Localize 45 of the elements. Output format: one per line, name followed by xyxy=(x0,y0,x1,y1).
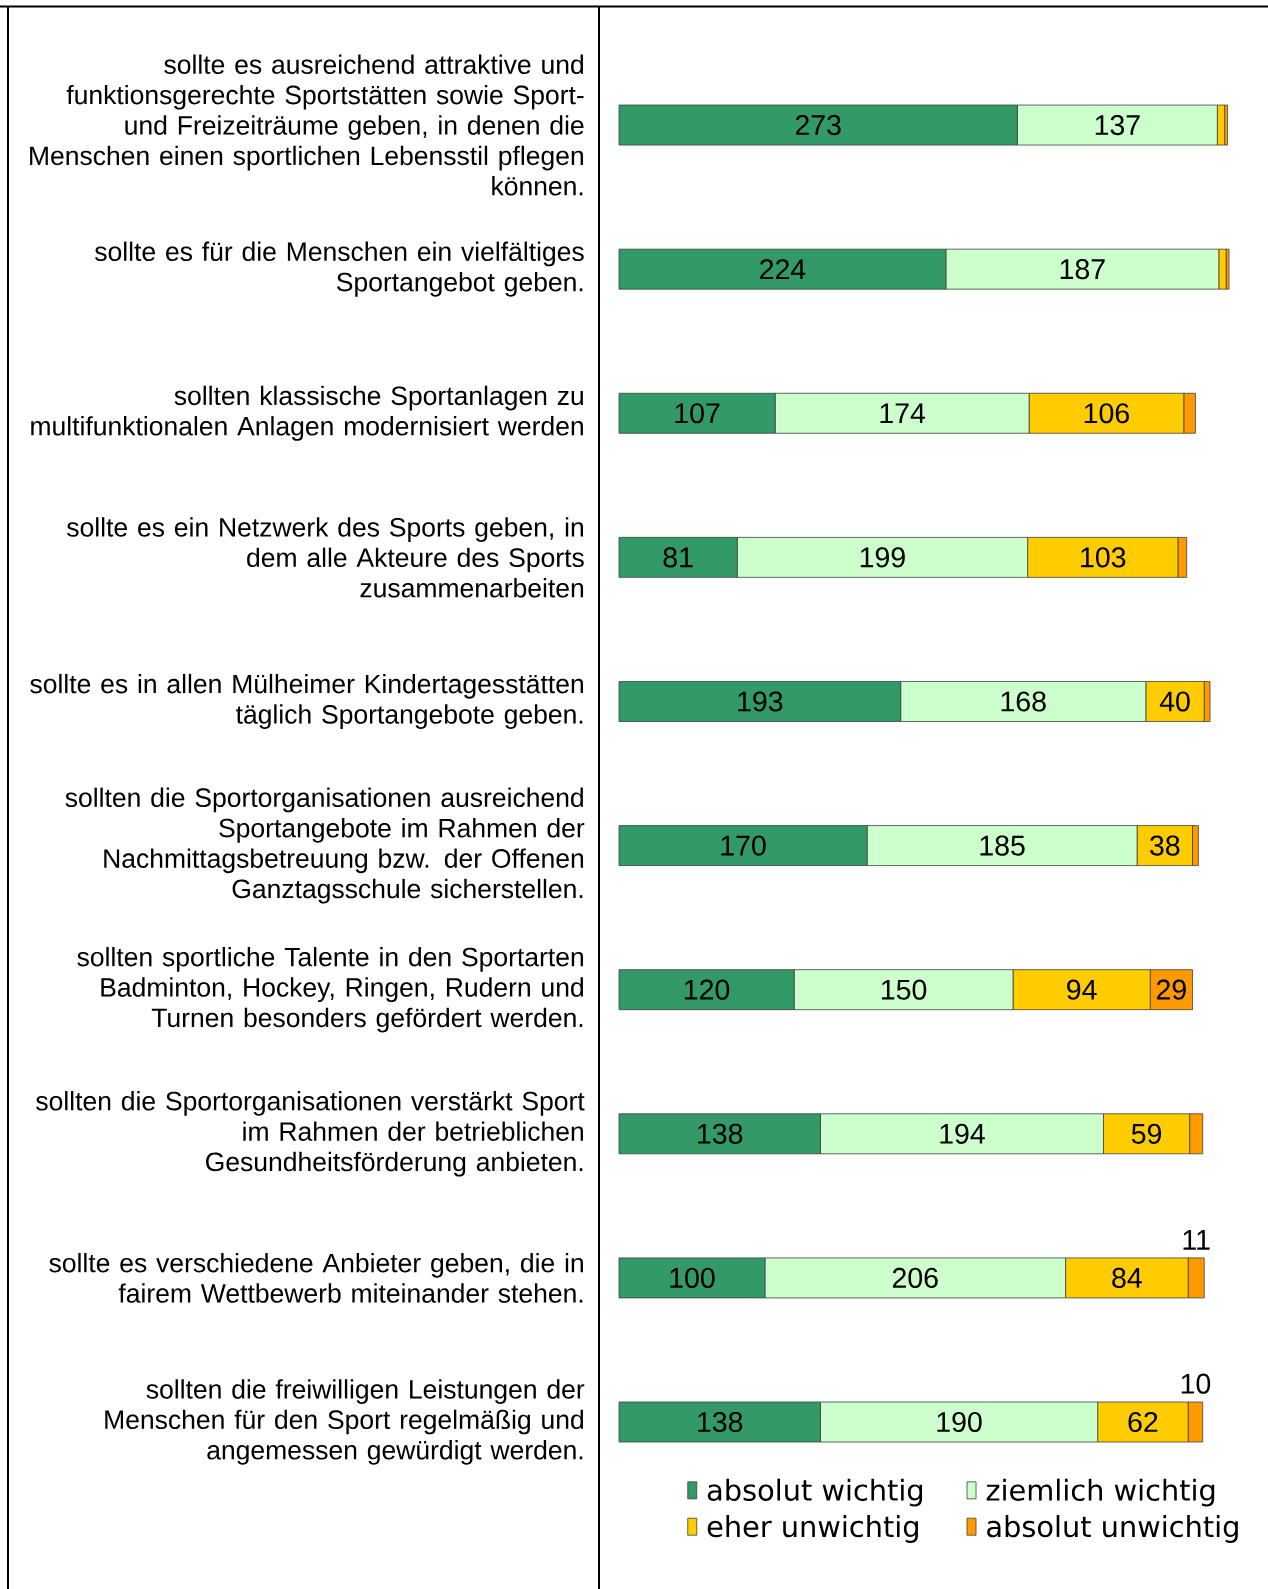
data-label: 138 xyxy=(698,1411,743,1433)
y-tick-label: sollte es in allen Mülheimer Kindertagesstätten täglich Sportangebote geben. xyxy=(30,673,583,730)
data-label: 38 xyxy=(1150,835,1180,856)
data-label: 174 xyxy=(880,403,926,424)
data-label: 273 xyxy=(795,114,841,136)
data-label: 120 xyxy=(684,979,730,1000)
data-label: 84 xyxy=(1112,1267,1142,1288)
legend-label: absolut unwichtig xyxy=(987,1515,1238,1543)
data-label: 10 xyxy=(1181,1373,1211,1394)
data-label: 29 xyxy=(1156,979,1186,1000)
legend-label: absolut wichtig xyxy=(707,1478,923,1507)
y-tick-label: sollten die freiwilligen Leistungen der Menschen für den Sport regelmäßig und angemessen gewürdigt werden. xyxy=(105,1379,585,1465)
data-label: 150 xyxy=(881,979,927,1000)
data-label: 138 xyxy=(698,1123,743,1144)
legend-label: eher unwichtig xyxy=(707,1515,918,1543)
data-label: 100 xyxy=(670,1267,715,1288)
y-tick-label: sollte es ein Netzwerk des Sports geben, in dem alle Akteure des Sports zusammenarbeiten xyxy=(67,517,584,598)
y-tick-label: sollte es für die Menschen ein vielfältiges Sportangebot geben. xyxy=(95,241,584,297)
data-label: 59 xyxy=(1131,1123,1162,1144)
legend-label: ziemlich wichtig xyxy=(986,1478,1215,1507)
data-label: 187 xyxy=(1060,259,1105,280)
data-label: 81 xyxy=(663,547,693,568)
data-label: 11 xyxy=(1183,1230,1210,1250)
data-label: 194 xyxy=(940,1123,985,1144)
y-tick-label: sollten sportliche Talente in den Sportarten Badminton, Hockey, Ringen, Rudern und Turnen besonders gefördert werden. xyxy=(77,946,583,1033)
y-tick-label: sollte es verschiedene Anbieter geben, die in fairem Wettbewerb miteinander stehen. xyxy=(49,1252,583,1303)
data-label: 62 xyxy=(1128,1411,1158,1433)
data-label: 193 xyxy=(738,691,783,712)
y-tick-label: sollten die Sportorganisationen ausreichend Sportangebote im Rahmen der Nachmittagsbetreuung bzw. der Offenen Ganztagsschule sicherstellen. xyxy=(65,787,585,904)
data-label: 94 xyxy=(1067,979,1097,1000)
data-label: 185 xyxy=(980,835,1025,856)
y-tick-label: sollten die Sportorganisationen verstärkt Sport im Rahmen der betrieblichen Gesundheitsförderung anbieten. xyxy=(36,1091,585,1177)
data-label: 190 xyxy=(937,1411,982,1433)
data-label: 168 xyxy=(1001,691,1046,712)
data-label: 40 xyxy=(1159,691,1190,712)
data-label: 199 xyxy=(860,547,905,568)
data-label: 103 xyxy=(1081,547,1126,568)
y-tick-label: sollte es ausreichend attraktive und funktionsgerechte Sportstätten sowie Sport- und Freizeiträume geben, in denen die Menschen einen sportlichen Lebensstil pflegen können. xyxy=(30,54,584,196)
data-label: 224 xyxy=(760,259,806,280)
data-label: 206 xyxy=(892,1267,938,1288)
y-tick-label: sollten klassische Sportanlagen zu multifunktionalen Anlagen modernisiert werden xyxy=(31,385,583,441)
data-label: 107 xyxy=(675,403,720,424)
data-label: 106 xyxy=(1084,403,1129,424)
data-label: 170 xyxy=(721,835,766,856)
data-label: 137 xyxy=(1095,114,1140,136)
